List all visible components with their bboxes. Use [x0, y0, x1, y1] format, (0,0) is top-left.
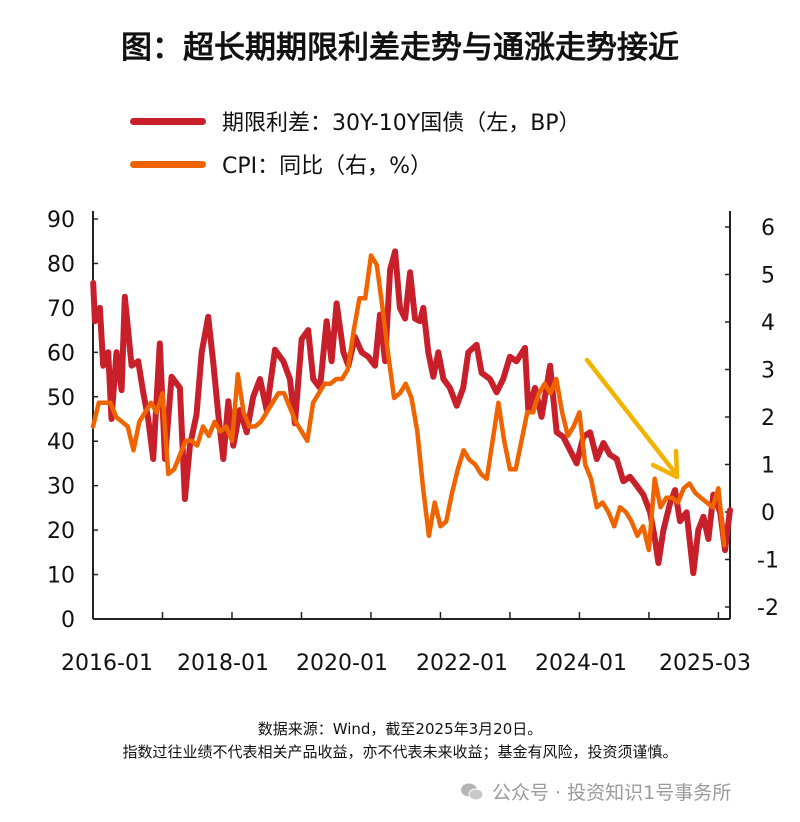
arrow-head — [650, 448, 680, 480]
disclaimer: 指数过往业绩不代表相关产品收益，亦不代表未来收益；基金有风险，投资须谨慎。 — [122, 743, 678, 761]
right-tick-label: -1 — [757, 549, 779, 574]
right-tick-label: -2 — [757, 596, 779, 621]
x-tick-label: 2020-01 — [296, 651, 388, 676]
x-tick-label: 2024-01 — [535, 651, 627, 676]
right-tick-label: 1 — [761, 454, 775, 479]
series-line-cpi — [90, 253, 727, 553]
chart-title: 图：超长期期限利差走势与通涨走势接近 — [121, 30, 679, 66]
left-tick-label: 10 — [47, 564, 75, 589]
left-tick-label: 70 — [47, 297, 75, 322]
chart: 0 10 20 30 40 50 60 70 80 90 -2 -1 0 1 2 3 4 5 6 2016-01 201… — [47, 208, 779, 676]
watermark-text: 公众号 · 投资知识1号事务所 — [492, 782, 732, 804]
watermark: 公众号 · 投资知识1号事务所 — [460, 778, 731, 805]
arrow-shaft — [584, 357, 679, 477]
legend-item-spread: 期限利差：30Y-10Y国债（左，BP） — [130, 106, 581, 136]
right-tick-label: 3 — [761, 359, 775, 384]
left-tick-label: 90 — [47, 208, 75, 233]
legend-label-spread: 期限利差：30Y-10Y国债（左，BP） — [222, 111, 581, 136]
left-tick-label: 60 — [47, 341, 75, 366]
left-tick-label: 30 — [47, 475, 75, 500]
x-tick-label: 2016-01 — [61, 651, 153, 676]
right-tick-label: 6 — [761, 216, 775, 241]
series — [90, 248, 733, 577]
left-tick-label: 80 — [47, 252, 75, 277]
left-tick-label: 50 — [47, 386, 75, 411]
x-tick-label: 2025-03 — [659, 651, 751, 676]
x-tick-label: 2018-01 — [177, 651, 269, 676]
legend-label-cpi: CPI：同比（右，%） — [222, 154, 433, 179]
legend-item-cpi: CPI：同比（右，%） — [130, 149, 432, 179]
annotation-arrow — [584, 357, 680, 480]
right-tick-label: 4 — [761, 311, 775, 336]
series-line-spread — [90, 248, 733, 577]
left-tick-label: 40 — [47, 430, 75, 455]
wechat-icon — [461, 783, 484, 800]
axes: 0 10 20 30 40 50 60 70 80 90 -2 -1 0 1 2 3 4 5 6 2016-01 201… — [47, 208, 779, 676]
x-tick-label: 2022-01 — [416, 651, 508, 676]
left-tick-label: 0 — [61, 608, 75, 633]
legend-swatch-cpi — [130, 160, 206, 168]
right-tick-label: 5 — [761, 264, 775, 289]
left-tick-label: 20 — [47, 519, 75, 544]
right-tick-label: 2 — [761, 406, 775, 431]
legend-swatch-spread — [130, 117, 206, 125]
data-source-note: 数据来源：Wind，截至2025年3月20日。 — [257, 720, 543, 738]
right-tick-label: 0 — [761, 501, 775, 526]
